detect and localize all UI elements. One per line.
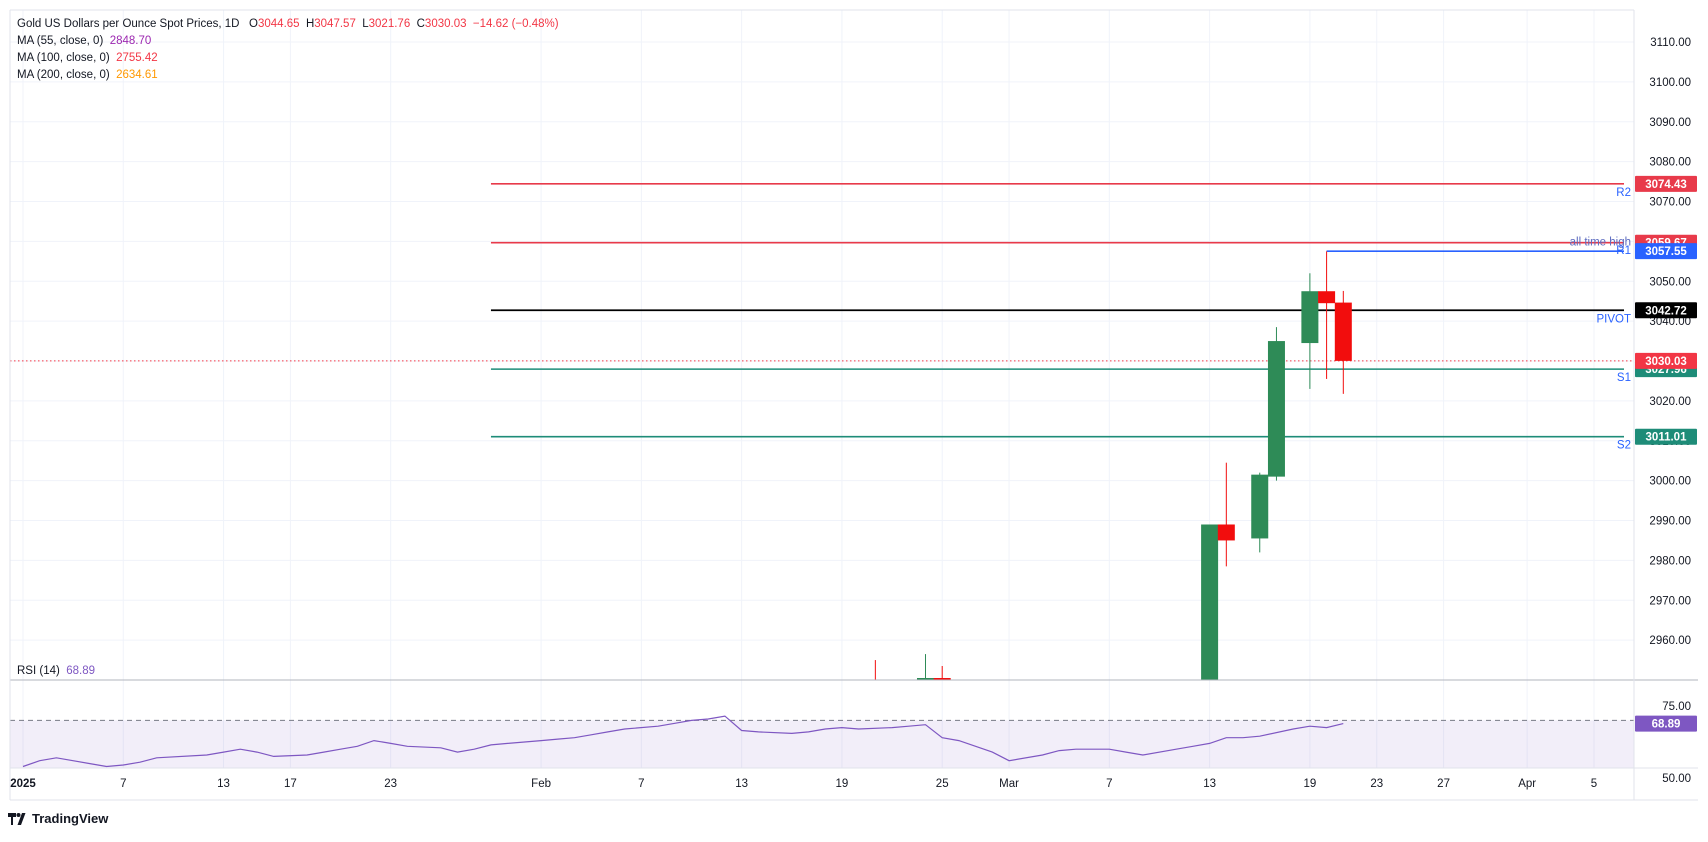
- time-tick-label: Feb: [531, 778, 551, 790]
- price-tick-label: 2990.00: [1649, 516, 1691, 528]
- branding-text: TradingView: [32, 811, 109, 826]
- level-axis-tag-box: [1635, 243, 1697, 260]
- time-tick-label: 25: [936, 778, 949, 790]
- rsi-axis-tag-text: 68.89: [1652, 719, 1681, 731]
- time-tick-label: 7: [1106, 778, 1112, 790]
- tradingview-icon: [8, 812, 26, 825]
- level-axis-tag-text: 3057.55: [1645, 246, 1687, 258]
- price-tick-label: 3110.00: [1650, 37, 1691, 49]
- ma-200-row[interactable]: MA (200, close, 0) 2634.61: [17, 67, 559, 84]
- candle-body: [933, 678, 951, 680]
- candle-body: [1334, 302, 1352, 361]
- high-label: H: [305, 18, 315, 30]
- symbol-title[interactable]: Gold US Dollars per Ounce Spot Prices, 1…: [17, 18, 240, 30]
- ma-55-label: MA (55, close, 0): [17, 35, 104, 47]
- time-tick-label: 13: [217, 778, 230, 790]
- close-value: 3030.03: [424, 18, 467, 30]
- candle-body: [1267, 341, 1285, 477]
- level-name-r2: R2: [1616, 187, 1631, 199]
- level-axis-tag-text: 3074.43: [1645, 179, 1687, 191]
- time-tick-label: Mar: [999, 778, 1019, 790]
- level-axis-tag-box: [1635, 428, 1697, 445]
- level-axis-tag-box: [1635, 175, 1697, 192]
- last-price-axis-tag-box: [1635, 352, 1697, 369]
- candle-body: [1201, 524, 1219, 680]
- price-tick-label: 3100.00: [1649, 77, 1691, 89]
- rsi-label[interactable]: RSI (14): [17, 665, 60, 677]
- grid-lines: [10, 10, 1634, 768]
- time-tick-label: 7: [120, 778, 126, 790]
- rsi-tick-label: 75.00: [1662, 701, 1691, 713]
- time-tick-label: 27: [1437, 778, 1450, 790]
- price-tick-label: 3080.00: [1649, 157, 1691, 169]
- price-tick-label: 3090.00: [1649, 117, 1691, 129]
- rsi-tick-label: 50.00: [1662, 773, 1691, 785]
- candle-body: [1318, 291, 1336, 304]
- price-tick-label: 2960.00: [1649, 635, 1691, 647]
- time-tick-label: 23: [384, 778, 397, 790]
- time-tick-label: Apr: [1518, 778, 1536, 790]
- price-tick-label: 3040.00: [1649, 316, 1691, 328]
- time-tick-label: 19: [1303, 778, 1316, 790]
- price-change: −14.62 (−0.48%): [472, 18, 559, 30]
- level-axis-tag-box: [1635, 302, 1697, 319]
- candle-body: [1251, 474, 1269, 539]
- rsi-legend: RSI (14) 68.89: [17, 663, 95, 680]
- level-axis-tag-text: 3011.01: [1646, 432, 1688, 444]
- rsi-value: 68.89: [66, 665, 95, 677]
- price-tick-label: 2970.00: [1649, 595, 1691, 607]
- level-name-s2: S2: [1617, 440, 1631, 452]
- time-tick-label: 7: [638, 778, 644, 790]
- ma-200-value: 2634.61: [116, 69, 158, 81]
- ma-100-row[interactable]: MA (100, close, 0) 2755.42: [17, 50, 559, 67]
- time-tick-label: 5: [1591, 778, 1597, 790]
- ma-200-label: MA (200, close, 0): [17, 69, 110, 81]
- price-tick-label: 3000.00: [1649, 476, 1691, 488]
- ma-55-value: 2848.70: [109, 35, 152, 47]
- rsi-axis-tag-box: [1635, 715, 1697, 732]
- rsi-band-fill: [10, 720, 1634, 768]
- open-value: 3044.65: [257, 18, 300, 30]
- price-tick-label: 3020.00: [1649, 396, 1691, 408]
- time-tick-label: 19: [836, 778, 849, 790]
- level-name-s1: S1: [1617, 372, 1631, 384]
- rsi-pane: [10, 715, 1634, 768]
- time-tick-label: 2025: [10, 778, 36, 790]
- symbol-row: Gold US Dollars per Ounce Spot Prices, 1…: [17, 16, 559, 33]
- time-tick-label: 17: [284, 778, 297, 790]
- open-label: O: [249, 18, 258, 30]
- tradingview-logo[interactable]: TradingView: [8, 811, 108, 826]
- price-tick-label: 3050.00: [1649, 276, 1691, 288]
- ma-55-row[interactable]: MA (55, close, 0) 2848.70: [17, 33, 559, 50]
- time-tick-label: 13: [735, 778, 748, 790]
- candle-body: [1301, 291, 1319, 344]
- price-tick-label: 2980.00: [1649, 555, 1691, 567]
- level-name-pivot: PIVOT: [1596, 313, 1631, 325]
- candle-body: [1217, 524, 1235, 541]
- ma-100-label: MA (100, close, 0): [17, 52, 110, 64]
- level-name-r1: R1: [1616, 245, 1631, 257]
- low-value: 3021.76: [368, 18, 411, 30]
- time-tick-label: 13: [1203, 778, 1216, 790]
- ma-100-value: 2755.42: [116, 52, 158, 64]
- low-label: L: [362, 18, 369, 30]
- high-value: 3047.57: [314, 18, 356, 30]
- price-tick-label: 3070.00: [1649, 197, 1691, 209]
- close-label: C: [416, 18, 425, 30]
- chart-legend: Gold US Dollars per Ounce Spot Prices, 1…: [17, 16, 559, 84]
- candle-body: [916, 678, 934, 680]
- rsi-line: [22, 715, 1344, 768]
- level-name-all-time-high: all time high: [1570, 237, 1631, 249]
- level-axis-tag-text: 3042.72: [1645, 305, 1687, 317]
- last-price-axis-tag-text: 3030.03: [1645, 356, 1687, 368]
- time-tick-label: 23: [1370, 778, 1383, 790]
